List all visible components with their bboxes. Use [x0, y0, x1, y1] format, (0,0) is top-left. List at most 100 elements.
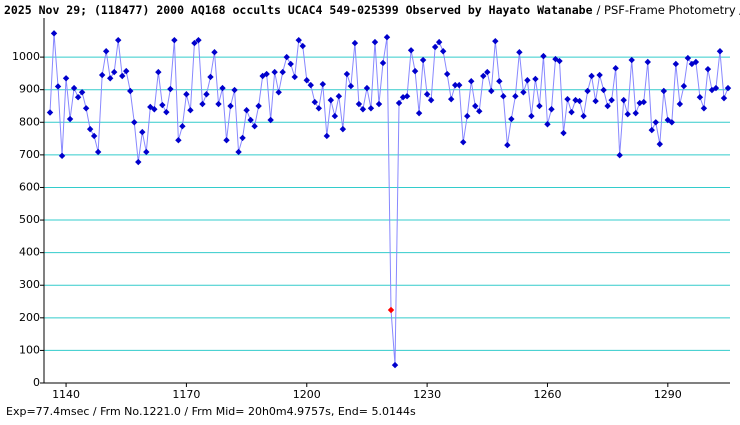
data-point: [175, 137, 182, 144]
data-point: [70, 84, 78, 92]
data-point: [704, 65, 712, 73]
y-tick-label: 800: [19, 115, 40, 128]
data-point: [54, 83, 62, 90]
data-point: [167, 85, 174, 93]
y-tick-label: 0: [33, 376, 40, 389]
data-point: [151, 106, 158, 113]
data-point: [50, 30, 58, 37]
data-point: [275, 89, 282, 96]
data-point: [632, 109, 639, 117]
data-point: [443, 70, 451, 78]
data-point: [271, 68, 278, 76]
data-point: [468, 78, 475, 85]
data-point: [243, 107, 250, 114]
data-point: [572, 96, 579, 104]
data-point: [379, 59, 387, 67]
data-point: [492, 37, 499, 45]
data-point: [656, 140, 663, 148]
data-point: [239, 134, 246, 142]
data-point: [375, 100, 383, 108]
data-point: [688, 60, 696, 68]
y-tick-label: 200: [19, 311, 40, 324]
data-point: [143, 148, 150, 156]
data-point: [600, 86, 607, 94]
data-point: [319, 80, 327, 88]
data-point: [640, 98, 647, 106]
data-point: [596, 71, 603, 79]
y-tick-label: 100: [19, 343, 40, 356]
data-point: [524, 77, 531, 84]
data-point: [295, 36, 302, 44]
data-point: [235, 148, 242, 156]
data-point: [123, 67, 130, 75]
x-tick-label: 1200: [293, 388, 321, 401]
chart-title-line: 2025 Nov 29; (118477) 2000 AQ168 occults…: [4, 3, 740, 17]
data-point: [439, 48, 447, 55]
data-point: [223, 137, 230, 144]
data-point: [540, 52, 547, 60]
data-point: [724, 84, 732, 92]
data-point: [564, 95, 571, 103]
data-point: [127, 87, 134, 95]
data-point: [207, 73, 214, 81]
y-tick-label: 900: [19, 83, 40, 96]
data-point: [311, 98, 318, 106]
data-point: [131, 119, 138, 126]
data-point: [660, 87, 668, 95]
data-point: [215, 100, 222, 108]
data-point: [115, 36, 122, 44]
data-point: [299, 42, 306, 50]
data-point: [303, 77, 310, 84]
data-point: [608, 96, 615, 104]
data-point: [560, 129, 567, 137]
data-point: [580, 112, 587, 120]
data-point: [464, 112, 471, 120]
data-point: [331, 112, 339, 120]
data-point: [111, 68, 118, 76]
data-point: [616, 152, 623, 159]
footer-note: Exp=77.4msec / Frm No.1221.0 / Frm Mid= …: [6, 405, 416, 418]
data-point: [255, 102, 262, 110]
data-point: [391, 361, 399, 369]
data-point: [512, 93, 519, 100]
x-tick-label: 1290: [654, 388, 682, 401]
data-point: [544, 121, 551, 128]
data-point: [86, 125, 94, 133]
data-point: [504, 141, 511, 149]
data-point: [211, 49, 218, 56]
data-point: [191, 39, 198, 47]
data-point: [415, 109, 423, 117]
data-point: [343, 70, 351, 78]
data-point: [423, 91, 431, 98]
data-point: [171, 36, 178, 44]
data-point: [476, 108, 483, 115]
data-point: [648, 126, 655, 134]
data-point: [94, 148, 102, 156]
data-point: [395, 99, 403, 107]
data-point: [508, 115, 515, 123]
data-point: [195, 36, 202, 44]
x-tick-label: 1170: [172, 388, 200, 401]
data-point: [636, 99, 643, 107]
data-point: [407, 47, 415, 54]
data-point: [460, 138, 467, 146]
data-point: [335, 93, 343, 100]
data-point: [135, 158, 142, 166]
data-point: [700, 105, 708, 112]
data-point: [532, 75, 539, 83]
x-tick-label: 1140: [52, 388, 80, 401]
data-point: [351, 39, 359, 47]
data-point: [46, 109, 54, 116]
data-point: [680, 82, 688, 90]
series-line: [49, 33, 729, 366]
data-point: [371, 38, 379, 46]
data-point: [355, 100, 363, 108]
data-point: [427, 96, 435, 104]
data-point: [500, 93, 507, 100]
data-point: [484, 68, 491, 76]
data-point: [267, 116, 274, 124]
data-point: [78, 89, 86, 96]
data-point: [472, 102, 479, 110]
x-tick-label: 1260: [533, 388, 561, 401]
data-point: [66, 115, 74, 123]
